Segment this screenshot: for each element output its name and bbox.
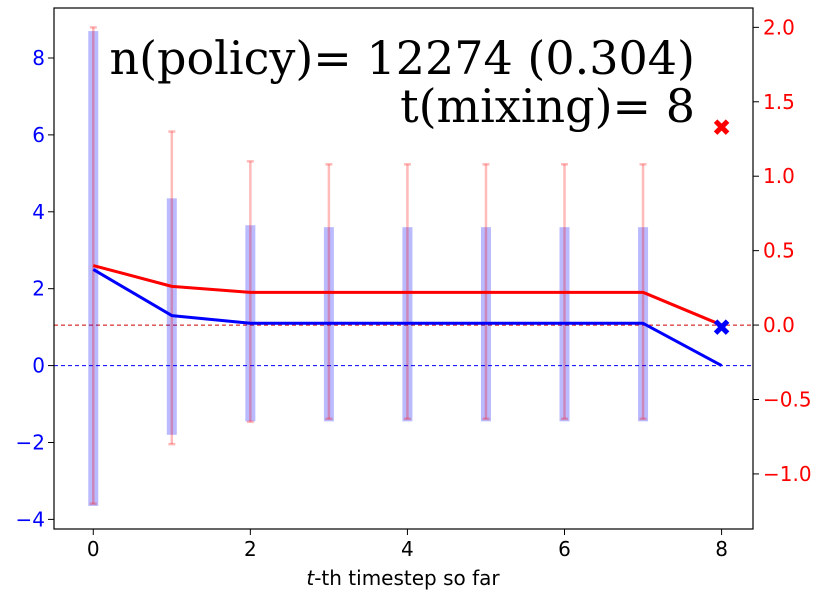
left-y-tick-label: 6 — [32, 123, 45, 147]
x-tick-label: 6 — [558, 537, 571, 561]
annotation-policy-count: n(policy)= 12274 (0.304) — [109, 31, 695, 85]
x-tick-label: 4 — [401, 537, 414, 561]
red-end-x-marker — [713, 119, 730, 135]
reference-lines — [54, 324, 753, 367]
left-y-tick-label: 0 — [32, 354, 45, 378]
left-y-tick-label: 2 — [32, 277, 45, 301]
left-y-tick-label: 4 — [32, 200, 45, 224]
right-y-tick-label: 0.5 — [763, 239, 795, 263]
plot-area-border — [53, 7, 754, 530]
axis-ticks: 0 2 4 6 8 −4 −2 0 2 4 6 8 −1.0 −0.5 0.0 0.5 1.0 1.5 2.0 — [16, 15, 812, 561]
x-tick-label: 2 — [244, 537, 257, 561]
right-y-tick-label: 2.0 — [763, 15, 795, 39]
annotation-mixing-time: t(mixing)= 8 — [400, 79, 695, 133]
left-y-tick-label: 8 — [32, 46, 45, 70]
right-y-tick-label: 1.5 — [763, 90, 795, 114]
x-axis-label: t-th timestep so far — [306, 566, 500, 590]
left-y-tick-label: −4 — [16, 507, 45, 531]
end-markers — [713, 119, 730, 335]
left-y-tick-label: −2 — [16, 430, 45, 454]
right-y-tick-label: −1.0 — [763, 462, 812, 486]
blue-series-line — [92, 268, 723, 367]
right-y-tick-label: −0.5 — [763, 387, 812, 411]
x-axis-label-italic: t — [306, 566, 315, 590]
x-tick-label: 8 — [715, 537, 728, 561]
x-axis-label-rest: -th timestep so far — [314, 566, 500, 590]
blue-end-x-marker — [713, 319, 730, 335]
series-lines — [92, 264, 723, 367]
blue-band-bar — [88, 31, 99, 506]
red-series-line — [92, 264, 723, 327]
right-y-tick-label: 1.0 — [763, 164, 795, 188]
right-y-tick-label: 0.0 — [763, 313, 795, 337]
x-tick-label: 0 — [87, 537, 100, 561]
plot-frame — [53, 7, 754, 530]
